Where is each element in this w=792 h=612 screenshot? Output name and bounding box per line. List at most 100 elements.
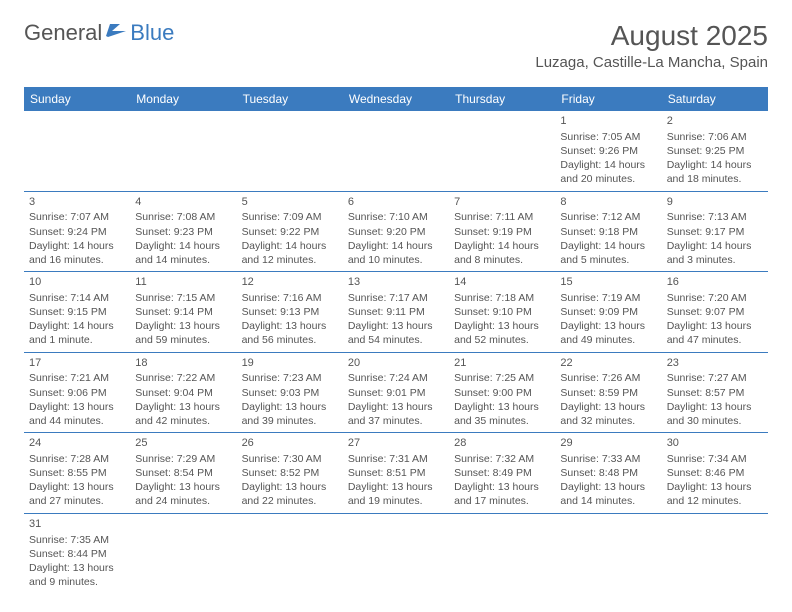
sunset-text: Sunset: 8:44 PM (29, 547, 125, 561)
daylight-text: and 8 minutes. (454, 253, 550, 267)
weekday-header: Sunday (24, 87, 130, 111)
day-number: 27 (348, 436, 444, 451)
sunrise-text: Sunrise: 7:10 AM (348, 210, 444, 224)
sunset-text: Sunset: 8:57 PM (667, 386, 763, 400)
daylight-text: Daylight: 13 hours (667, 480, 763, 494)
daylight-text: and 30 minutes. (667, 414, 763, 428)
day-number: 16 (667, 275, 763, 290)
day-number: 1 (560, 114, 656, 129)
sunset-text: Sunset: 8:55 PM (29, 466, 125, 480)
sunrise-text: Sunrise: 7:33 AM (560, 452, 656, 466)
daylight-text: and 37 minutes. (348, 414, 444, 428)
sunrise-text: Sunrise: 7:19 AM (560, 291, 656, 305)
daylight-text: and 35 minutes. (454, 414, 550, 428)
daylight-text: Daylight: 13 hours (135, 480, 231, 494)
sunrise-text: Sunrise: 7:31 AM (348, 452, 444, 466)
daylight-text: and 10 minutes. (348, 253, 444, 267)
calendar-cell-empty (130, 111, 236, 191)
sunrise-text: Sunrise: 7:08 AM (135, 210, 231, 224)
calendar-cell: 27Sunrise: 7:31 AMSunset: 8:51 PMDayligh… (343, 433, 449, 514)
daylight-text: and 9 minutes. (29, 575, 125, 589)
day-number: 8 (560, 195, 656, 210)
header: General Blue August 2025 Luzaga, Castill… (24, 20, 768, 71)
daylight-text: and 22 minutes. (242, 494, 338, 508)
day-number: 29 (560, 436, 656, 451)
sunrise-text: Sunrise: 7:05 AM (560, 130, 656, 144)
flag-icon (106, 22, 128, 38)
calendar-cell: 25Sunrise: 7:29 AMSunset: 8:54 PMDayligh… (130, 433, 236, 514)
calendar-cell: 18Sunrise: 7:22 AMSunset: 9:04 PMDayligh… (130, 352, 236, 433)
sunset-text: Sunset: 8:54 PM (135, 466, 231, 480)
daylight-text: Daylight: 14 hours (560, 239, 656, 253)
daylight-text: and 24 minutes. (135, 494, 231, 508)
sunset-text: Sunset: 9:25 PM (667, 144, 763, 158)
daylight-text: and 14 minutes. (560, 494, 656, 508)
daylight-text: Daylight: 13 hours (560, 480, 656, 494)
sunset-text: Sunset: 9:00 PM (454, 386, 550, 400)
sunrise-text: Sunrise: 7:23 AM (242, 371, 338, 385)
day-number: 13 (348, 275, 444, 290)
logo-text-general: General (24, 20, 102, 46)
day-number: 15 (560, 275, 656, 290)
calendar-row: 24Sunrise: 7:28 AMSunset: 8:55 PMDayligh… (24, 433, 768, 514)
daylight-text: and 19 minutes. (348, 494, 444, 508)
sunrise-text: Sunrise: 7:09 AM (242, 210, 338, 224)
calendar-cell: 3Sunrise: 7:07 AMSunset: 9:24 PMDaylight… (24, 191, 130, 272)
day-number: 11 (135, 275, 231, 290)
sunset-text: Sunset: 9:17 PM (667, 225, 763, 239)
daylight-text: and 5 minutes. (560, 253, 656, 267)
sunset-text: Sunset: 9:19 PM (454, 225, 550, 239)
sunrise-text: Sunrise: 7:18 AM (454, 291, 550, 305)
calendar-cell-empty (449, 111, 555, 191)
calendar-cell: 15Sunrise: 7:19 AMSunset: 9:09 PMDayligh… (555, 272, 661, 353)
daylight-text: and 52 minutes. (454, 333, 550, 347)
sunset-text: Sunset: 9:14 PM (135, 305, 231, 319)
weekday-header: Tuesday (237, 87, 343, 111)
sunrise-text: Sunrise: 7:16 AM (242, 291, 338, 305)
weekday-header: Friday (555, 87, 661, 111)
day-number: 6 (348, 195, 444, 210)
calendar-row: 1Sunrise: 7:05 AMSunset: 9:26 PMDaylight… (24, 111, 768, 191)
daylight-text: and 18 minutes. (667, 172, 763, 186)
sunset-text: Sunset: 8:48 PM (560, 466, 656, 480)
calendar-cell: 13Sunrise: 7:17 AMSunset: 9:11 PMDayligh… (343, 272, 449, 353)
sunset-text: Sunset: 9:23 PM (135, 225, 231, 239)
calendar-cell-empty (662, 513, 768, 593)
calendar-cell: 29Sunrise: 7:33 AMSunset: 8:48 PMDayligh… (555, 433, 661, 514)
weekday-header: Saturday (662, 87, 768, 111)
calendar-body: 1Sunrise: 7:05 AMSunset: 9:26 PMDaylight… (24, 111, 768, 593)
sunset-text: Sunset: 9:15 PM (29, 305, 125, 319)
day-number: 21 (454, 356, 550, 371)
calendar-cell: 14Sunrise: 7:18 AMSunset: 9:10 PMDayligh… (449, 272, 555, 353)
calendar-cell: 28Sunrise: 7:32 AMSunset: 8:49 PMDayligh… (449, 433, 555, 514)
calendar-cell: 17Sunrise: 7:21 AMSunset: 9:06 PMDayligh… (24, 352, 130, 433)
daylight-text: Daylight: 13 hours (454, 400, 550, 414)
daylight-text: and 59 minutes. (135, 333, 231, 347)
sunset-text: Sunset: 9:11 PM (348, 305, 444, 319)
day-number: 24 (29, 436, 125, 451)
sunset-text: Sunset: 9:03 PM (242, 386, 338, 400)
weekday-header: Thursday (449, 87, 555, 111)
daylight-text: and 12 minutes. (667, 494, 763, 508)
calendar-cell: 9Sunrise: 7:13 AMSunset: 9:17 PMDaylight… (662, 191, 768, 272)
logo: General Blue (24, 20, 174, 46)
daylight-text: Daylight: 13 hours (667, 319, 763, 333)
daylight-text: and 20 minutes. (560, 172, 656, 186)
weekday-header: Wednesday (343, 87, 449, 111)
day-number: 9 (667, 195, 763, 210)
sunset-text: Sunset: 9:20 PM (348, 225, 444, 239)
calendar-cell: 31Sunrise: 7:35 AMSunset: 8:44 PMDayligh… (24, 513, 130, 593)
daylight-text: and 54 minutes. (348, 333, 444, 347)
sunset-text: Sunset: 9:04 PM (135, 386, 231, 400)
day-number: 2 (667, 114, 763, 129)
daylight-text: Daylight: 14 hours (667, 239, 763, 253)
sunrise-text: Sunrise: 7:15 AM (135, 291, 231, 305)
sunrise-text: Sunrise: 7:22 AM (135, 371, 231, 385)
sunrise-text: Sunrise: 7:27 AM (667, 371, 763, 385)
day-number: 3 (29, 195, 125, 210)
calendar-cell: 7Sunrise: 7:11 AMSunset: 9:19 PMDaylight… (449, 191, 555, 272)
daylight-text: Daylight: 13 hours (29, 400, 125, 414)
calendar-cell: 1Sunrise: 7:05 AMSunset: 9:26 PMDaylight… (555, 111, 661, 191)
day-number: 28 (454, 436, 550, 451)
daylight-text: and 49 minutes. (560, 333, 656, 347)
